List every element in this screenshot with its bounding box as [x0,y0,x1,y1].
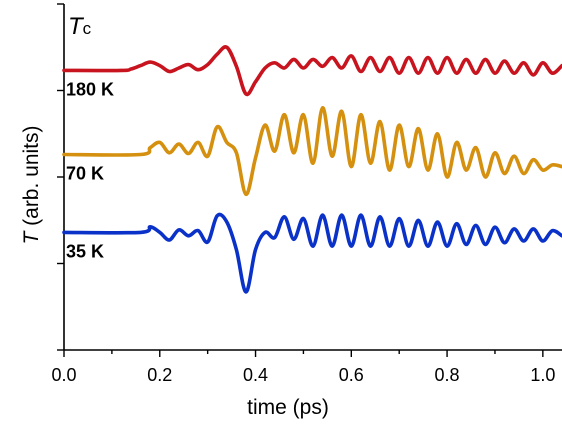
x-tick-labels: 0.0 0.2 0.4 0.6 0.8 1.0 [51,365,555,385]
corner-label-sub: c [83,19,92,38]
y-ticks [57,3,64,351]
series-group [62,45,562,294]
y-axis [57,3,65,351]
x-axis-title: time (ps) [247,396,329,419]
series-label-70k: 70 K [66,164,104,184]
series-labels: 180 K 70 K 35 K [66,79,114,261]
x-axis: 0.0 0.2 0.4 0.6 0.8 1.0 [51,349,562,385]
series-line-180k [62,45,562,97]
x-tick-label-2: 0.4 [243,365,268,385]
y-axis-title-rest: (arb. units) [20,125,43,231]
series-label-35k: 35 K [66,241,104,261]
x-tick-label-5: 1.0 [530,365,555,385]
x-tick-label-3: 0.6 [339,365,364,385]
y-axis-title: T (arb. units) [20,125,43,244]
series-label-180k: 180 K [66,79,114,99]
x-tick-label-0: 0.0 [51,365,76,385]
corner-label-main: T [68,13,85,40]
x-ticks [63,350,544,357]
series-line-70k [62,105,562,197]
corner-label: Tc [68,13,92,40]
x-tick-label-1: 0.2 [147,365,172,385]
y-axis-title-italic: T [20,230,43,245]
x-tick-label-4: 0.8 [435,365,460,385]
series-line-35k [62,212,562,294]
